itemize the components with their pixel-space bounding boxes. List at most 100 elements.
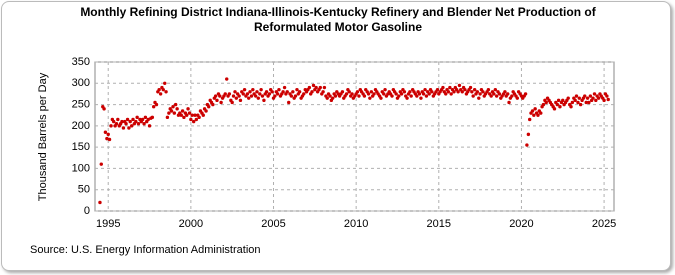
data-point [182, 115, 186, 120]
data-point [277, 87, 281, 92]
data-point [238, 98, 243, 103]
data-point [333, 94, 338, 98]
data-point [444, 92, 448, 96]
data-point [258, 92, 262, 96]
source: Source: U.S. Energy Information Administ… [30, 244, 261, 256]
data-point [281, 90, 285, 94]
data-point [472, 87, 477, 92]
data-point [528, 117, 532, 122]
data-point [189, 117, 193, 122]
data-point [510, 94, 514, 98]
data-point [109, 124, 113, 128]
data-point [452, 90, 456, 94]
data-point [287, 100, 291, 105]
data-point [98, 200, 102, 205]
data-point [247, 96, 251, 100]
data-point [399, 92, 404, 96]
data-point [128, 119, 132, 124]
data-point [541, 102, 546, 107]
data-point [427, 92, 431, 96]
data-point [566, 96, 570, 100]
data-point [120, 119, 124, 124]
data-point [172, 111, 177, 115]
data-point [536, 113, 540, 117]
x-tick-label: 2025 [592, 218, 616, 230]
data-point [486, 87, 491, 92]
data-point [270, 90, 274, 94]
data-point [146, 117, 150, 122]
data-point [463, 87, 467, 92]
data-point [157, 87, 161, 92]
y-axis-label: Thousand Barrels per Day [37, 72, 49, 201]
data-point [295, 87, 299, 92]
data-point [127, 126, 131, 130]
data-point [185, 113, 189, 117]
data-point [526, 132, 531, 137]
data-point [142, 122, 146, 126]
data-point [249, 94, 254, 98]
data-point [489, 94, 493, 98]
data-point [523, 92, 528, 96]
data-point [289, 94, 294, 98]
data-point [577, 96, 581, 100]
data-point [340, 90, 345, 94]
data-point [587, 100, 591, 105]
data-point [357, 94, 361, 98]
data-point [532, 113, 536, 117]
data-point [525, 143, 529, 147]
data-point [539, 111, 543, 115]
data-point [225, 77, 229, 81]
y-tick-label: 150 [72, 141, 90, 153]
data-point [322, 85, 327, 90]
data-point [594, 98, 598, 103]
data-point [493, 87, 498, 92]
data-point [227, 92, 232, 96]
data-point [328, 94, 332, 98]
data-point [282, 85, 287, 90]
data-point [605, 94, 609, 98]
data-point [154, 102, 159, 107]
data-point [158, 92, 163, 96]
data-point [163, 81, 167, 85]
data-point [237, 94, 241, 98]
data-point [552, 107, 557, 111]
data-point [409, 94, 413, 98]
data-point [421, 92, 426, 96]
data-point [186, 107, 190, 111]
data-point [291, 90, 295, 94]
chart-title: Monthly Refining District Indiana-Illino… [80, 5, 596, 34]
y-tick-label: 0 [84, 205, 90, 217]
data-point [449, 92, 453, 96]
data-point [215, 98, 219, 103]
data-point [245, 92, 250, 96]
data-point [561, 98, 565, 103]
data-point [321, 90, 325, 94]
data-point [325, 96, 329, 100]
data-point [366, 92, 371, 96]
data-point [260, 94, 265, 98]
data-point [275, 92, 280, 96]
data-point [492, 92, 496, 96]
data-point [423, 87, 427, 92]
data-point [533, 107, 537, 111]
data-point [204, 109, 208, 113]
data-point [408, 90, 412, 94]
data-point [471, 94, 475, 98]
data-point [256, 96, 261, 100]
data-point [297, 90, 302, 94]
data-point [140, 117, 145, 122]
data-point [173, 102, 178, 107]
data-point [211, 102, 215, 107]
data-point [602, 98, 606, 103]
data-point [478, 92, 482, 96]
data-point [419, 96, 423, 100]
data-point [591, 96, 595, 100]
data-point [302, 92, 306, 96]
data-point [481, 90, 485, 94]
data-point [171, 105, 175, 109]
data-point [558, 105, 562, 109]
x-tick-label: 2000 [179, 218, 203, 230]
data-point [310, 90, 314, 94]
data-point [248, 90, 252, 94]
